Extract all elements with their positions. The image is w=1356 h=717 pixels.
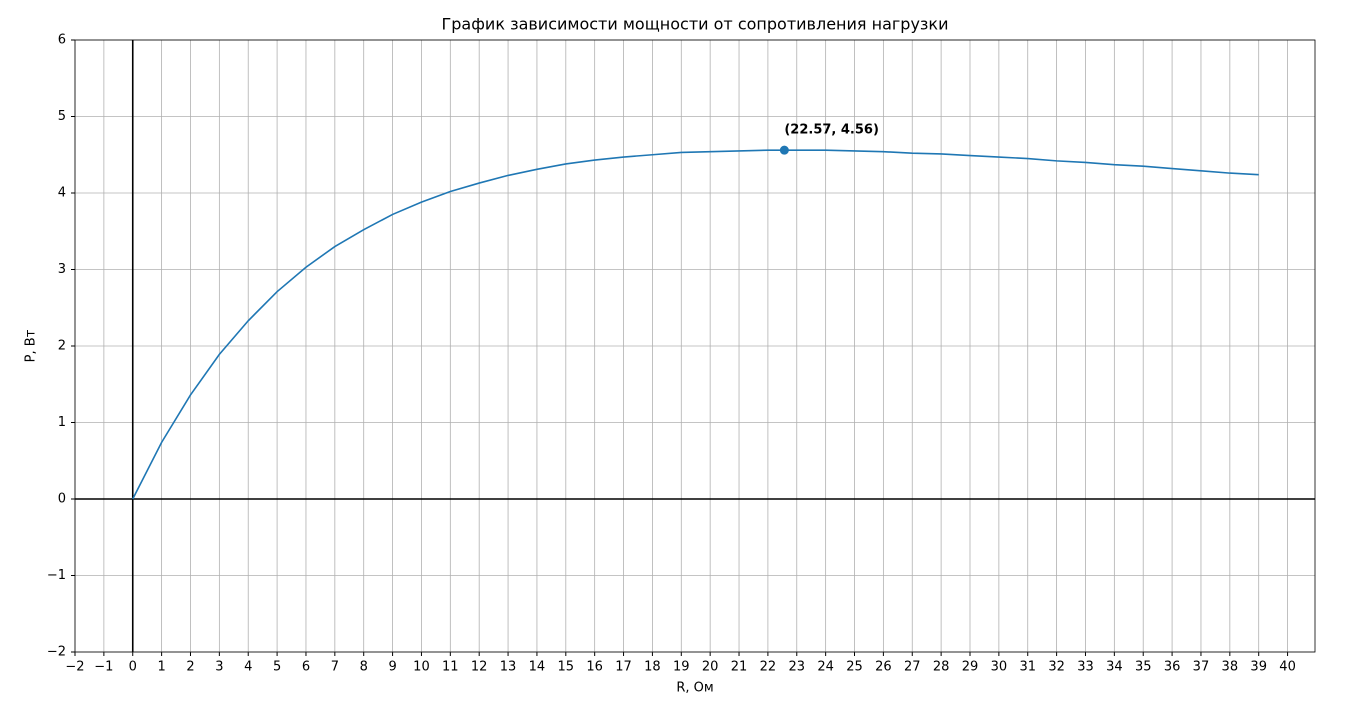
- chart-title: График зависимости мощности от сопротивл…: [442, 15, 949, 34]
- y-tick-label: 3: [58, 262, 66, 277]
- x-tick-label: 20: [702, 660, 719, 675]
- x-tick-label: 39: [1250, 660, 1267, 675]
- x-tick-label: −2: [65, 660, 84, 675]
- x-tick-label: 8: [360, 660, 368, 675]
- x-tick-label: 30: [991, 660, 1008, 675]
- plot-frame: [74, 39, 1316, 653]
- x-axis-label: R, Ом: [676, 681, 713, 696]
- y-tick-label: 5: [58, 109, 66, 124]
- data-line: [132, 149, 1259, 500]
- x-tick-label: 5: [273, 660, 281, 675]
- x-tick-label: 10: [413, 660, 430, 675]
- x-tick-label: 12: [471, 660, 488, 675]
- x-tick-label: 4: [244, 660, 252, 675]
- x-tick-label: 7: [331, 660, 339, 675]
- x-tick-label: 31: [1019, 660, 1036, 675]
- y-tick-label: −1: [47, 568, 66, 583]
- x-tick-label: 22: [760, 660, 777, 675]
- x-tick-label: 33: [1077, 660, 1094, 675]
- x-tick-label: 38: [1222, 660, 1239, 675]
- x-tick-label: 34: [1106, 660, 1123, 675]
- x-tick-label: 13: [500, 660, 517, 675]
- x-tick-label: 40: [1279, 660, 1296, 675]
- x-tick-label: 9: [388, 660, 396, 675]
- y-axis-label: P, Вт: [24, 329, 39, 362]
- x-tick-label: 37: [1193, 660, 1210, 675]
- y-tick-label: −2: [47, 645, 66, 660]
- x-tick-label: 18: [644, 660, 661, 675]
- annotation-point: [779, 145, 789, 155]
- x-tick-label: 23: [788, 660, 805, 675]
- y-tick-label: 4: [58, 186, 66, 201]
- annotation-label: (22.57, 4.56): [784, 123, 879, 138]
- x-tick-label: 2: [186, 660, 194, 675]
- x-tick-label: 19: [673, 660, 690, 675]
- x-tick-label: −1: [94, 660, 113, 675]
- y-tick-label: 2: [58, 339, 66, 354]
- x-tick-label: 35: [1135, 660, 1152, 675]
- x-tick-label: 29: [962, 660, 979, 675]
- x-tick-label: 36: [1164, 660, 1181, 675]
- x-tick-label: 26: [875, 660, 892, 675]
- y-tick-label: 1: [58, 415, 66, 430]
- x-tick-label: 3: [215, 660, 223, 675]
- x-tick-label: 6: [302, 660, 310, 675]
- y-tick-label: 6: [58, 33, 66, 48]
- x-tick-label: 15: [558, 660, 575, 675]
- x-tick-label: 21: [731, 660, 748, 675]
- x-tick-label: 32: [1048, 660, 1065, 675]
- x-tick-label: 24: [817, 660, 834, 675]
- y-tick-label: 0: [58, 492, 66, 507]
- x-tick-label: 0: [129, 660, 137, 675]
- x-tick-label: 11: [442, 660, 459, 675]
- x-tick-label: 17: [615, 660, 632, 675]
- x-tick-label: 28: [933, 660, 950, 675]
- x-tick-label: 25: [846, 660, 863, 675]
- x-tick-label: 14: [529, 660, 546, 675]
- x-tick-label: 1: [157, 660, 165, 675]
- x-tick-label: 16: [586, 660, 603, 675]
- x-tick-label: 27: [904, 660, 921, 675]
